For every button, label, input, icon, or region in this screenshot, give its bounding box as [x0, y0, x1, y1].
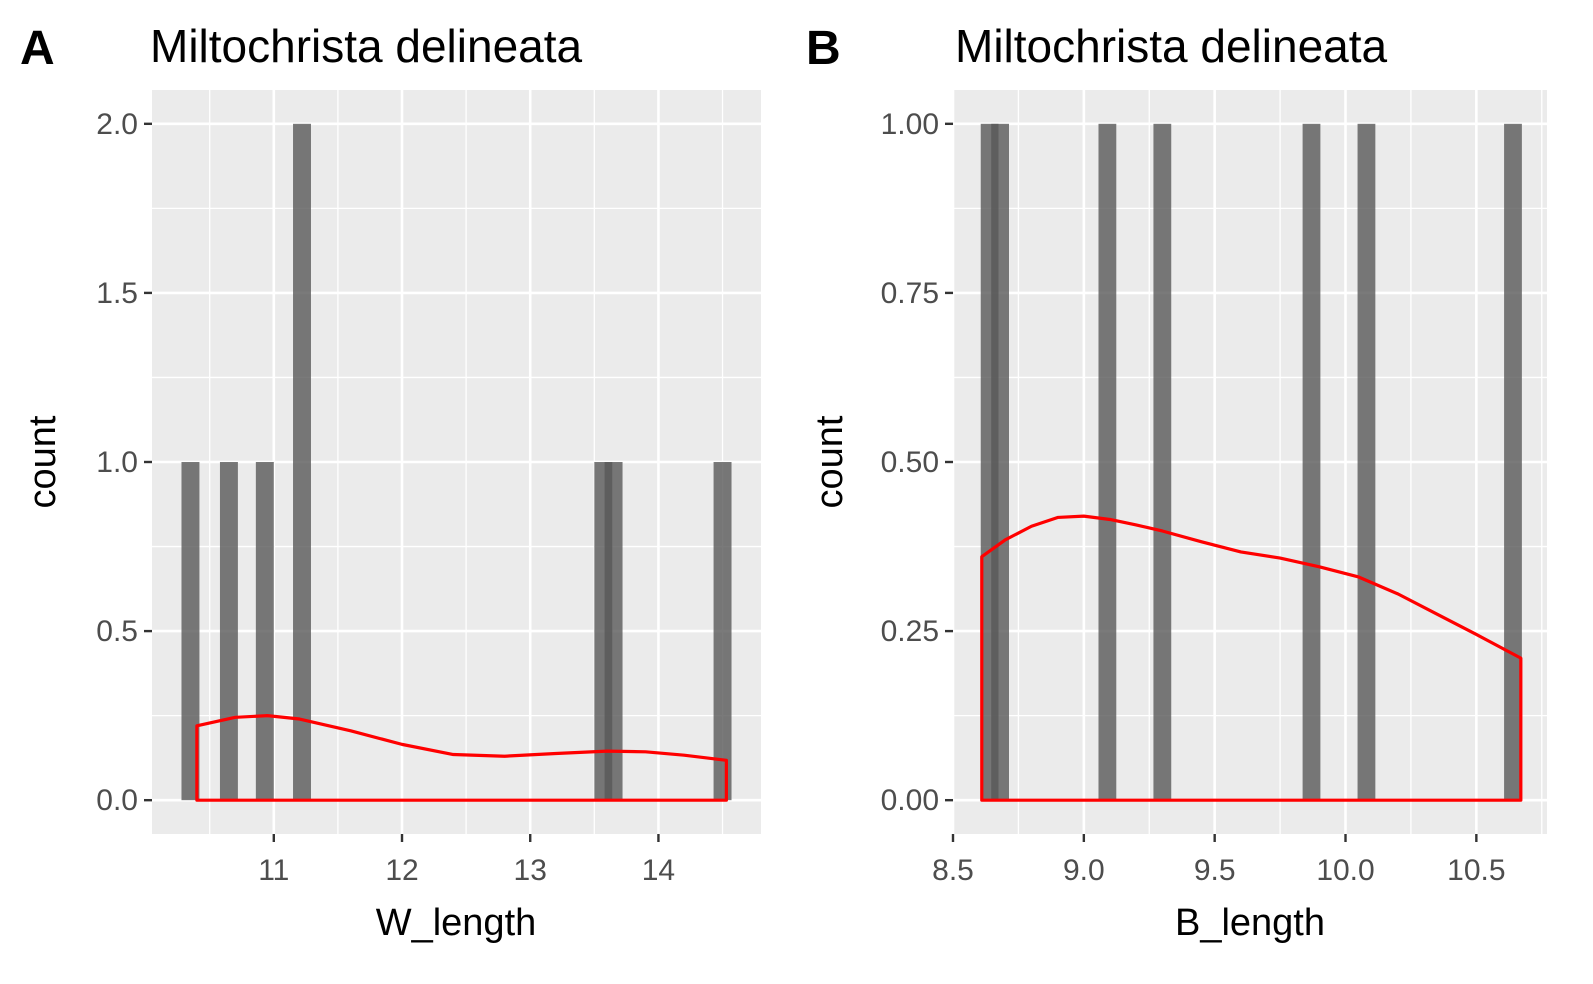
panel-tag: B — [806, 22, 841, 75]
y-tick-label: 0.0 — [96, 784, 138, 817]
y-tick-label: 1.0 — [96, 446, 138, 479]
histogram-bar — [255, 462, 274, 801]
x-axis-label: W_length — [376, 902, 537, 944]
histogram-bars — [181, 123, 732, 801]
y-tick-label: 0.75 — [881, 277, 939, 310]
histogram-bar — [1302, 123, 1321, 801]
histogram-bar — [1153, 123, 1172, 801]
x-tick-label: 9.0 — [1063, 854, 1105, 887]
y-tick-label: 1.5 — [96, 277, 138, 310]
histogram-bar — [991, 123, 1009, 801]
x-tick-label: 8.5 — [932, 854, 974, 887]
x-tick-label: 10.0 — [1316, 854, 1374, 887]
histogram-bar — [1504, 123, 1522, 801]
y-tick-label: 0.25 — [881, 615, 939, 648]
histogram-bars — [980, 123, 1522, 801]
panel-a: A Miltochrista delineata 11 12 13 14 0.0 0.5… — [20, 20, 761, 944]
y-tick-label: 2.0 — [96, 108, 138, 141]
x-tick-label: 11 — [258, 854, 289, 887]
x-ticks: 11 12 13 14 — [258, 834, 675, 887]
y-tick-label: 1.00 — [881, 108, 939, 141]
y-ticks: 0.0 0.5 1.0 1.5 2.0 — [96, 108, 152, 817]
x-axis-label: B_length — [1175, 902, 1325, 944]
x-tick-label: 9.5 — [1194, 854, 1236, 887]
histogram-bar — [293, 123, 311, 801]
x-tick-label: 13 — [514, 854, 547, 887]
y-tick-label: 0.50 — [881, 446, 939, 479]
histogram-bar — [604, 462, 623, 801]
histogram-bar — [219, 462, 238, 801]
histogram-bar — [713, 462, 732, 801]
y-tick-label: 0.00 — [881, 784, 939, 817]
y-axis-label: count — [22, 415, 64, 508]
histogram-bar — [1098, 123, 1117, 801]
chart-title: Miltochrista delineata — [150, 20, 583, 72]
x-tick-label: 12 — [385, 854, 418, 887]
density-curve — [195, 714, 728, 802]
panel-b: B Miltochrista delineata 8.5 9.0 9.5 10.0 10… — [806, 20, 1547, 944]
y-tick-label: 0.5 — [96, 615, 138, 648]
y-axis-label: count — [809, 415, 851, 508]
panel-tag: A — [20, 22, 55, 75]
y-ticks: 0.00 0.25 0.50 0.75 1.00 — [881, 108, 953, 817]
density-curve — [980, 514, 1523, 802]
histogram-bar — [1357, 123, 1376, 801]
chart-title: Miltochrista delineata — [955, 20, 1388, 72]
histogram-bar — [181, 462, 200, 801]
x-ticks: 8.5 9.0 9.5 10.0 10.5 — [932, 834, 1506, 887]
x-tick-label: 14 — [642, 854, 675, 887]
x-tick-label: 10.5 — [1447, 854, 1505, 887]
